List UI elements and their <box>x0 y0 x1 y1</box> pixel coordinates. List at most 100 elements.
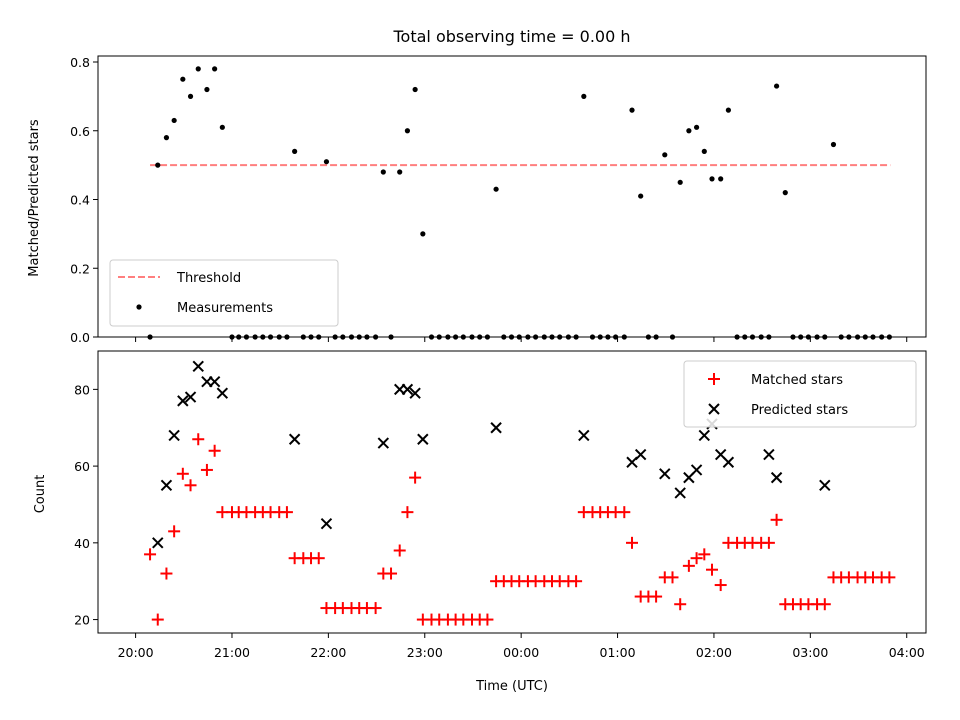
x-tick-label: 04:00 <box>889 645 925 660</box>
measurement-point <box>445 334 451 340</box>
x-tick-label: 00:00 <box>503 645 539 660</box>
ratio-panel: 0.0 0.2 0.4 0.6 0.8 <box>70 55 927 345</box>
measurement-point <box>323 159 330 165</box>
predicted-star-marker <box>659 468 671 480</box>
measurement-point <box>886 334 892 340</box>
measurements-legend-marker <box>136 304 142 310</box>
predicted-marker-b <box>208 375 221 388</box>
matched-star-marker <box>682 559 695 572</box>
measurement-point <box>180 76 186 82</box>
predicted-marker-b <box>698 429 711 442</box>
predicted-star-marker <box>763 448 775 461</box>
measurement-point <box>790 334 796 340</box>
predicted-star-marker <box>184 391 197 403</box>
measurement-point <box>516 334 522 340</box>
measurement-point <box>581 93 587 99</box>
matched-star-marker <box>184 479 197 492</box>
measurement-point <box>348 334 355 340</box>
measurement-point <box>420 231 426 237</box>
matched-star-marker <box>208 444 221 457</box>
measurement-point <box>373 334 379 340</box>
measurement-point <box>718 176 724 182</box>
measurement-point <box>854 334 861 340</box>
measurement-point <box>814 334 820 340</box>
matched-star-marker <box>176 467 189 480</box>
measurement-point <box>830 141 837 148</box>
x-tick-label: 01:00 <box>600 645 636 660</box>
measurement-point <box>388 334 394 340</box>
predicted-marker-b <box>409 387 421 399</box>
predicted-star-marker <box>320 517 333 530</box>
predicted-star-marker <box>208 375 221 388</box>
predicted-star-marker <box>770 471 783 484</box>
measurement-point <box>252 334 258 340</box>
top-y-tick-label: 0.0 <box>70 330 90 345</box>
measurement-point <box>267 334 274 340</box>
measurement-point <box>204 86 210 93</box>
measurement-point <box>243 334 250 340</box>
matched-star-marker <box>280 506 293 519</box>
predicted-marker-b <box>177 395 189 407</box>
measurement-point <box>798 334 804 340</box>
measurement-point <box>380 169 386 175</box>
legend-threshold-label: Threshold <box>176 271 241 286</box>
measurement-point <box>638 193 644 199</box>
bottom-legend-box <box>683 360 917 428</box>
predicted-star-marker <box>490 422 502 434</box>
predicted-marker-b <box>714 448 727 461</box>
matched-star-marker <box>674 598 687 611</box>
predicted-marker-b <box>216 387 229 399</box>
predicted-marker-b <box>192 360 204 373</box>
measurement-point <box>870 334 876 340</box>
predicted-star-marker <box>177 395 189 407</box>
predicted-star-marker <box>578 429 590 442</box>
measurement-point <box>412 86 418 93</box>
measurement-point <box>701 148 707 154</box>
predicted-star-marker <box>288 433 301 445</box>
measurement-point <box>749 334 756 340</box>
predicted-marker-b <box>401 383 414 396</box>
predicted-marker-b <box>634 448 647 461</box>
legend-matched-label: Matched stars <box>751 373 843 388</box>
top-y-tick-label: 0.4 <box>70 193 90 208</box>
predicted-marker-b <box>152 537 164 549</box>
measurement-point <box>484 334 491 340</box>
matched-star-marker <box>690 552 703 565</box>
measurement-point <box>709 176 715 182</box>
measurement-point <box>677 179 683 185</box>
measurement-point <box>725 107 731 113</box>
measurement-point <box>693 124 700 130</box>
matched-star-marker <box>401 506 414 519</box>
bottom-y-tick-label: 80 <box>74 382 90 397</box>
measurement-point <box>645 334 651 340</box>
measurement-point <box>565 334 571 340</box>
measurement-point <box>822 334 828 340</box>
measurement-point <box>597 334 603 340</box>
predicted-star-marker <box>192 360 204 373</box>
matched-star-marker <box>650 590 663 603</box>
predicted-marker-b <box>160 479 173 491</box>
predicted-star-marker <box>819 479 831 491</box>
measurement-point <box>340 334 346 340</box>
matched-star-marker <box>393 544 406 557</box>
matched-star-marker <box>151 613 164 626</box>
measurement-point <box>171 117 177 124</box>
x-tick-label: 23:00 <box>407 645 443 660</box>
measurement-point <box>236 334 242 340</box>
predicted-star-marker <box>674 487 686 499</box>
predicted-legend-marker <box>708 403 720 415</box>
matched-star-marker <box>192 433 205 446</box>
x-tick-label: 03:00 <box>792 645 828 660</box>
measurement-point <box>805 334 812 340</box>
bottom-y-tick-label: 60 <box>74 459 90 474</box>
measurement-point <box>621 334 627 340</box>
bottom-legend: Matched stars Predicted stars <box>683 360 917 428</box>
measurement-point <box>493 186 499 192</box>
matched-star-marker <box>409 471 422 484</box>
bottom-y-tick-label: 40 <box>74 536 90 551</box>
predicted-star-marker <box>160 479 173 491</box>
measurement-point <box>541 334 547 340</box>
matched-star-marker <box>762 536 775 549</box>
predicted-star-marker <box>377 437 390 449</box>
